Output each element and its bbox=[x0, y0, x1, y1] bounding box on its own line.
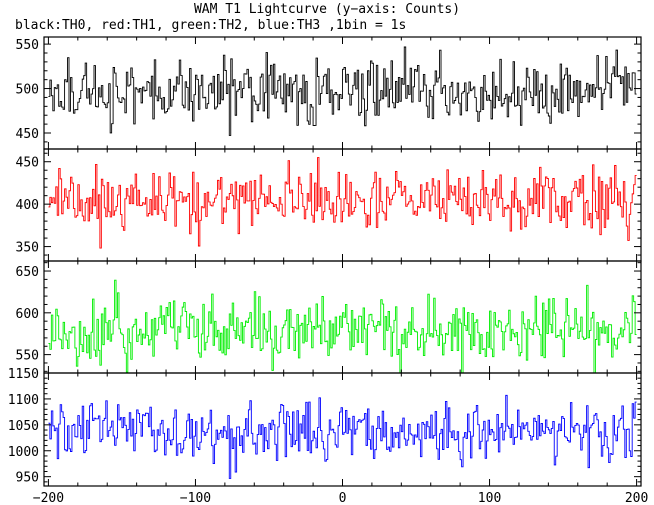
x-tick-label: 0 bbox=[339, 491, 347, 505]
panel-th3: 950 1000 1050 1100 1150 bbox=[8, 367, 642, 487]
y-tick-label: 350 bbox=[16, 241, 39, 256]
panel-th0: 450 500 550 bbox=[16, 36, 642, 150]
panel-th1: 350 400 450 bbox=[16, 148, 642, 262]
chart-subtitle: black:TH0, red:TH1, green:TH2, blue:TH3 … bbox=[15, 18, 406, 33]
x-tick-label: −100 bbox=[180, 491, 211, 505]
x-axis: −200 −100 0 100 200 bbox=[33, 491, 649, 505]
x-tick-label: −200 bbox=[33, 491, 64, 505]
series-th2 bbox=[48, 279, 637, 374]
y-tick-label: 1000 bbox=[8, 445, 39, 460]
x-tick-label: 200 bbox=[625, 491, 648, 505]
y-tick-label: 600 bbox=[16, 307, 39, 322]
y-tick-label: 550 bbox=[16, 349, 39, 364]
y-tick-label: 450 bbox=[16, 127, 39, 142]
y-tick-label: 550 bbox=[16, 38, 39, 53]
y-tick-label: 950 bbox=[16, 471, 39, 486]
y-tick-label: 450 bbox=[16, 156, 39, 171]
x-tick-label: 100 bbox=[478, 491, 501, 505]
y-tick-label: 650 bbox=[16, 265, 39, 280]
panel-th2: 550 600 650 bbox=[16, 260, 642, 374]
y-tick-label: 1100 bbox=[8, 393, 39, 408]
y-tick-label: 500 bbox=[16, 83, 39, 98]
y-tick-label: 1150 bbox=[8, 367, 39, 382]
panels: 450 500 550 350 400 450 550 600 650 950 1000 1050 11… bbox=[8, 36, 642, 487]
series-th0 bbox=[48, 46, 637, 136]
chart-title: WAM T1 Lightcurve (y−axis: Counts) bbox=[194, 2, 460, 17]
y-tick-label: 400 bbox=[16, 198, 39, 213]
series-th3 bbox=[48, 394, 637, 479]
series-th1 bbox=[48, 157, 637, 249]
y-tick-label: 1050 bbox=[8, 419, 39, 434]
